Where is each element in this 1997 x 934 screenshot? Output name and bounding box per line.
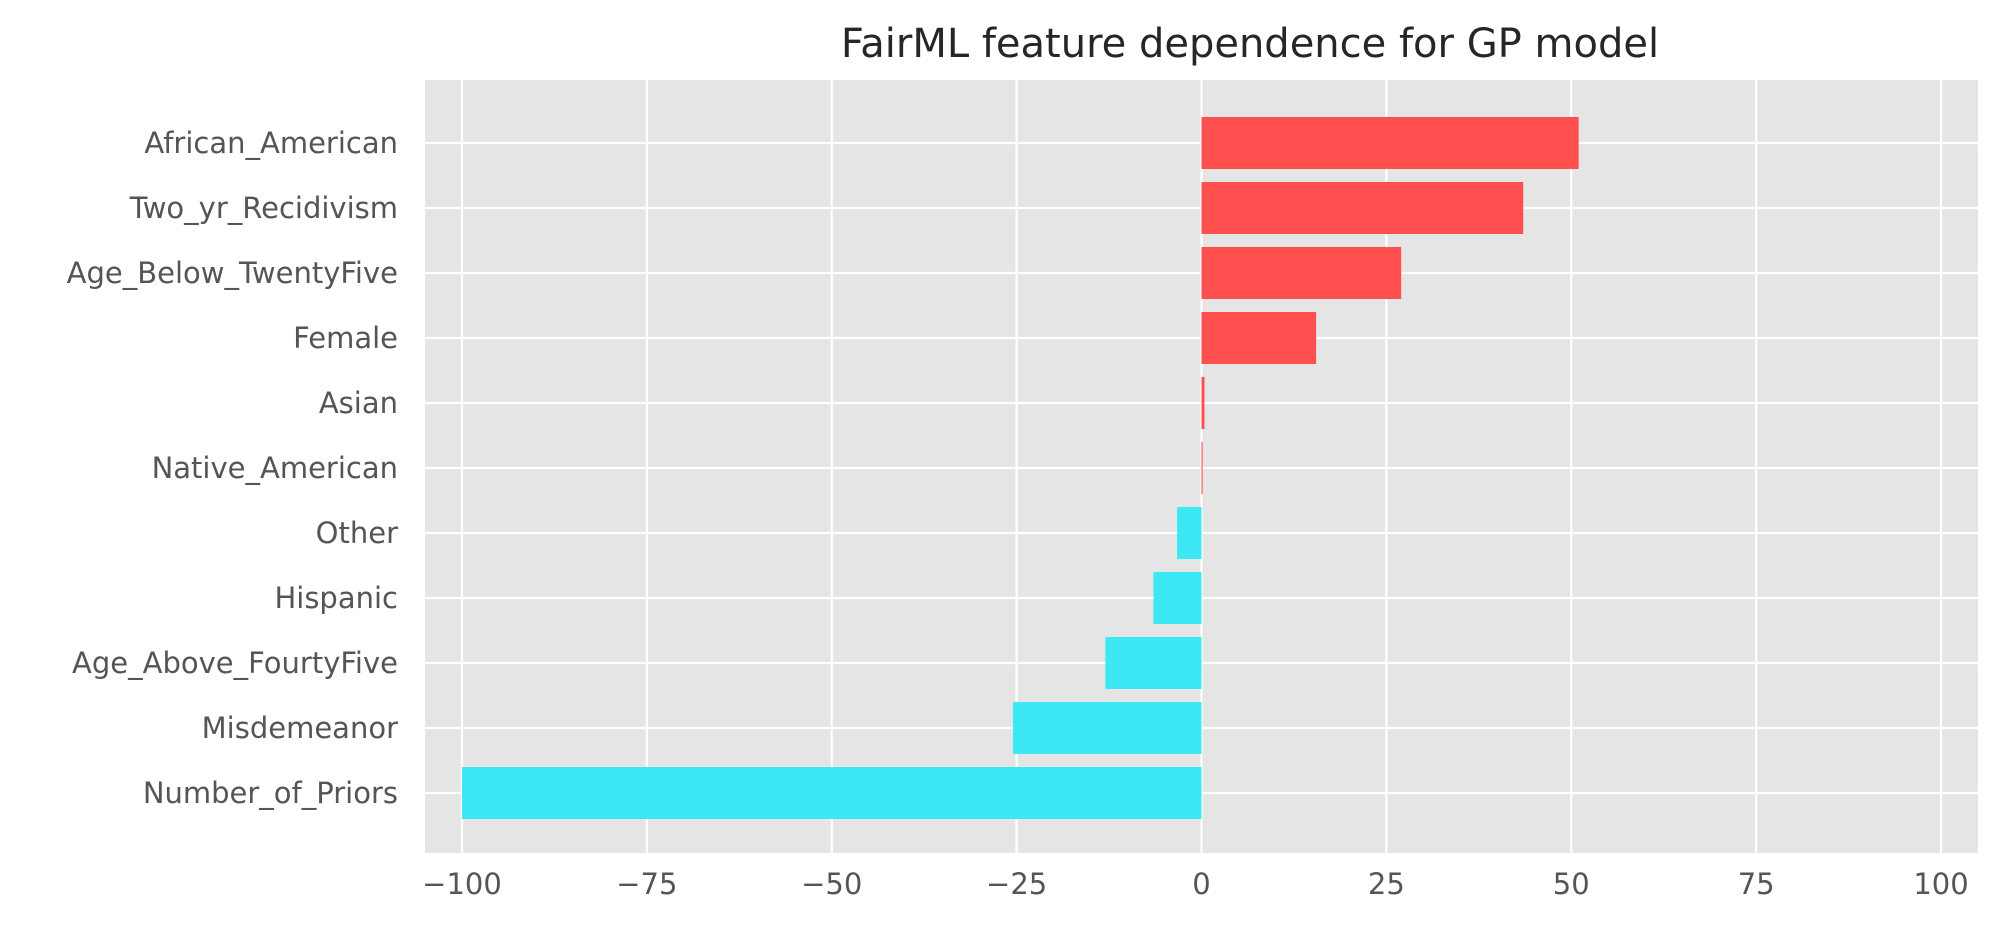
x-tick-label: −25 [986, 867, 1047, 901]
y-tick-label: Asian [319, 386, 398, 420]
y-tick-label: Hispanic [274, 581, 398, 615]
bar-female [1201, 312, 1317, 364]
y-tick-label: Age_Below_TwentyFive [67, 256, 398, 290]
y-tick-label: Two_yr_Recidivism [129, 191, 398, 225]
y-tick-label: African_American [144, 126, 398, 160]
x-tick-labels: −100 −75 −50 −25 0 25 50 75 100 [422, 867, 1969, 901]
bar-hispanic [1153, 572, 1202, 624]
bar-native-american [1201, 442, 1203, 494]
bar-two-yr-recidivism [1201, 182, 1524, 234]
x-tick-label: 25 [1368, 867, 1405, 901]
y-tick-label: Misdemeanor [202, 711, 398, 745]
x-tick-label: 75 [1738, 867, 1775, 901]
bars [461, 117, 1579, 819]
y-tick-label: Native_American [152, 451, 398, 485]
y-tick-labels: African_American Two_yr_Recidivism Age_Bel… [67, 126, 398, 810]
bar-asian [1201, 377, 1205, 429]
bar-african-american [1201, 117, 1579, 169]
chart-title: FairML feature dependence for GP model [841, 21, 1659, 67]
y-tick-label: Other [316, 516, 398, 550]
x-tick-label: −100 [422, 867, 502, 901]
x-tick-label: 0 [1192, 867, 1210, 901]
x-tick-label: 50 [1553, 867, 1590, 901]
x-tick-label: −75 [616, 867, 677, 901]
bar-age-above-fourtyfive [1105, 637, 1202, 689]
y-tick-label: Female [293, 321, 398, 355]
bar-number-of-priors [461, 767, 1202, 819]
y-tick-label: Age_Above_FourtyFive [72, 646, 398, 680]
bar-misdemeanor [1012, 702, 1202, 754]
bar-age-below-twentyfive [1201, 247, 1402, 299]
y-tick-label: Number_of_Priors [143, 776, 398, 810]
bar-other [1177, 507, 1202, 559]
x-tick-label: −50 [801, 867, 862, 901]
x-tick-label: 100 [1913, 867, 1968, 901]
